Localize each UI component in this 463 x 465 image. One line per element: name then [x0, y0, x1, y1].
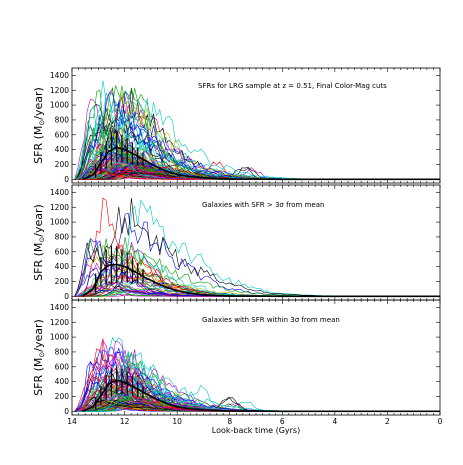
panel-3: 0 200 400 600 800 1000 1200 1400 14 12 10 8 6 4 2 0 Look…: [32, 299, 443, 435]
y-tick-label: 1400: [50, 303, 69, 312]
panel-annotation: Galaxies with SFR > 3σ from mean: [202, 201, 324, 209]
series-line: [74, 277, 438, 297]
y-tick-label: 1200: [50, 86, 69, 95]
y-tick-label: 600: [55, 247, 70, 256]
y-tick-label: 0: [64, 292, 69, 301]
y-tick-label: 200: [55, 277, 70, 286]
y-tick-label: 1400: [50, 71, 69, 80]
y-tick-label: 1000: [50, 101, 69, 110]
y-tick-label: 400: [55, 377, 70, 386]
y-tick-label: 400: [55, 145, 70, 154]
x-tick-label: 14: [67, 417, 77, 426]
y-tick-label: 200: [55, 392, 70, 401]
y-tick-label: 800: [55, 232, 70, 241]
x-tick-label: 0: [438, 417, 443, 426]
y-tick-label: 0: [64, 407, 69, 416]
y-tick-label: 800: [55, 347, 70, 356]
y-tick-label: 1200: [50, 318, 69, 327]
mean-curve: [82, 379, 440, 413]
x-tick-label: 6: [280, 417, 285, 426]
y-tick-label: 800: [55, 115, 70, 124]
y-tick-label: 0: [64, 175, 69, 184]
y-tick-label: 200: [55, 160, 70, 169]
y-tick-label: 1000: [50, 218, 69, 227]
y-tick-label: 1400: [50, 188, 69, 197]
panel-2: 0 200 400 600 800 1000 1200 1400 SFR (M⊙/year) Ga…: [32, 184, 441, 301]
mean-curve: [82, 263, 440, 298]
x-tick-label: 4: [332, 417, 337, 426]
y-tick-label: 600: [55, 362, 70, 371]
y-tick-label: 1200: [50, 203, 69, 212]
x-tick-label: 12: [120, 417, 130, 426]
y-tick-label: 1000: [50, 333, 69, 342]
plot-area: [74, 337, 440, 413]
y-tick-label: 400: [55, 262, 70, 271]
plot-area: [74, 80, 440, 181]
y-axis-label: SFR (M⊙/year): [32, 204, 46, 281]
mean-curve: [82, 146, 440, 181]
y-axis-label: SFR (M⊙/year): [32, 319, 46, 396]
x-axis-label: Look-back time (Gyrs): [212, 426, 300, 435]
x-tick-label: 10: [172, 417, 182, 426]
x-tick-label: 8: [227, 417, 232, 426]
panel-annotation: SFRs for LRG sample at z = 0.51, Final C…: [198, 82, 387, 90]
y-axis-label: SFR (M⊙/year): [32, 87, 46, 164]
plot-area: [74, 197, 440, 298]
y-tick-label: 600: [55, 130, 70, 139]
panel-annotation: Galaxies with SFR within 3σ from mean: [202, 316, 340, 324]
panel-1: 0 200 400 600 800 1000 1200 1400 SFR (M⊙/year) SF…: [32, 67, 441, 184]
x-tick-label: 2: [385, 417, 390, 426]
